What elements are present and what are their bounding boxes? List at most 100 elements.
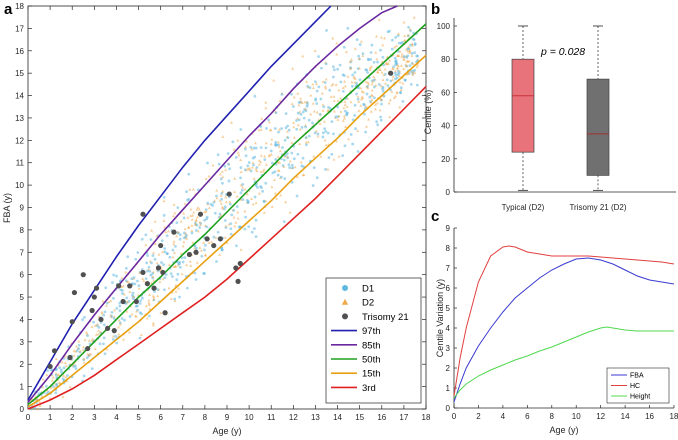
trisomy21-point bbox=[69, 319, 75, 325]
trisomy21-point bbox=[140, 211, 146, 217]
d1-point bbox=[163, 247, 167, 250]
d1-point bbox=[350, 84, 354, 88]
d2-point bbox=[81, 348, 85, 352]
d1-point bbox=[151, 254, 155, 257]
d2-point bbox=[182, 240, 186, 244]
d1-point bbox=[403, 78, 407, 82]
d2-point bbox=[295, 175, 299, 178]
d1-point bbox=[226, 152, 230, 155]
d1-point bbox=[264, 181, 268, 185]
d1-point bbox=[77, 343, 81, 347]
d1-point bbox=[230, 213, 234, 217]
d2-point bbox=[385, 62, 389, 66]
d2-point bbox=[390, 66, 394, 70]
d2-point bbox=[398, 80, 402, 84]
d2-point bbox=[207, 241, 211, 244]
d2-point bbox=[319, 155, 323, 158]
d1-point bbox=[227, 162, 230, 166]
c-y-tick-label: 3 bbox=[446, 344, 451, 353]
d2-point bbox=[292, 95, 296, 99]
d1-point bbox=[324, 167, 327, 171]
d2-point bbox=[357, 56, 361, 60]
d1-point bbox=[295, 127, 299, 131]
d2-point bbox=[410, 43, 414, 47]
d2-point bbox=[221, 135, 225, 138]
d2-point bbox=[250, 165, 254, 169]
d1-point bbox=[243, 168, 247, 172]
d1-point bbox=[212, 235, 216, 239]
d1-point bbox=[138, 336, 142, 340]
d1-point bbox=[213, 211, 217, 215]
d2-point bbox=[374, 51, 378, 54]
d1-point bbox=[394, 61, 398, 65]
d1-point bbox=[239, 191, 243, 195]
d1-point bbox=[274, 140, 278, 144]
d2-point bbox=[400, 55, 404, 58]
d2-point bbox=[321, 80, 325, 83]
x-tick-label: 14 bbox=[333, 413, 342, 422]
d2-point bbox=[364, 104, 368, 108]
d1-point bbox=[415, 83, 419, 87]
d1-point bbox=[85, 356, 89, 360]
d2-point bbox=[403, 34, 407, 38]
d1-point bbox=[361, 52, 365, 56]
d1-point bbox=[180, 256, 184, 260]
d2-point bbox=[197, 207, 201, 211]
d2-point bbox=[82, 357, 86, 360]
d1-point bbox=[156, 288, 160, 291]
d2-point bbox=[96, 329, 100, 332]
d1-point bbox=[254, 235, 258, 239]
d2-point bbox=[176, 263, 180, 267]
d1-point bbox=[386, 30, 390, 34]
c-y-tick-label: 7 bbox=[446, 264, 451, 273]
d1-point bbox=[244, 147, 247, 151]
d1-point bbox=[307, 134, 311, 138]
d2-point bbox=[236, 216, 240, 220]
d2-point bbox=[315, 82, 319, 86]
d1-point bbox=[251, 156, 255, 160]
d1-point bbox=[162, 195, 166, 199]
d2-point bbox=[184, 231, 188, 235]
d1-point bbox=[66, 374, 69, 377]
d2-point bbox=[292, 135, 296, 139]
d2-point bbox=[172, 239, 176, 243]
d2-point bbox=[152, 295, 156, 299]
trisomy21-point bbox=[80, 272, 86, 278]
d1-point bbox=[54, 373, 58, 377]
x-tick-label: 12 bbox=[289, 413, 298, 422]
d1-point bbox=[397, 41, 401, 45]
d2-point bbox=[284, 200, 288, 204]
d2-point bbox=[90, 325, 94, 329]
d1-point bbox=[115, 307, 119, 310]
y-tick-label: 3 bbox=[20, 338, 25, 347]
d2-point bbox=[277, 145, 281, 149]
d1-point bbox=[136, 251, 140, 254]
d2-point bbox=[358, 66, 362, 70]
y-tick-label: 7 bbox=[20, 248, 25, 257]
d2-point bbox=[41, 385, 45, 389]
d2-point bbox=[145, 316, 149, 320]
d1-point bbox=[215, 194, 218, 198]
d1-point bbox=[103, 352, 107, 356]
d1-point bbox=[223, 164, 227, 168]
d2-point bbox=[415, 65, 419, 69]
d1-point bbox=[195, 223, 199, 227]
d2-point bbox=[264, 163, 268, 166]
d1-point bbox=[274, 158, 278, 161]
d1-point bbox=[223, 205, 227, 209]
panel-a-centile-curves bbox=[27, 5, 427, 410]
d1-point bbox=[311, 121, 314, 125]
d2-point bbox=[183, 202, 187, 206]
d1-point bbox=[263, 158, 267, 161]
d1-point bbox=[253, 94, 257, 98]
d2-point bbox=[211, 163, 215, 167]
d1-point bbox=[312, 166, 316, 170]
legend-FBA-label: FBA bbox=[630, 373, 644, 380]
d1-point bbox=[366, 71, 369, 74]
d2-point bbox=[194, 219, 198, 222]
d1-point bbox=[324, 62, 328, 66]
d2-point bbox=[124, 270, 128, 274]
d2-point bbox=[203, 210, 207, 214]
d1-point bbox=[239, 176, 243, 180]
d2-point bbox=[296, 116, 300, 120]
